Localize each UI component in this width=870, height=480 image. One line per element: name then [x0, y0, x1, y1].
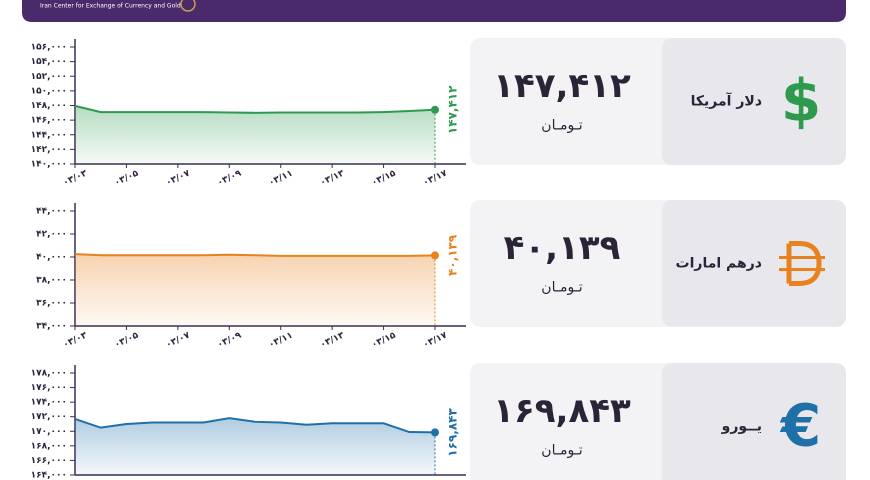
x-tick-label: ۰۳/۰۳: [62, 168, 90, 188]
big-value: ۴۰,۱۳۹: [504, 228, 621, 268]
big-value: ۱۴۷,۴۱۲: [493, 66, 631, 106]
header-org: Iran Center for Exchange of Currency and…: [40, 3, 181, 10]
end-point: [431, 428, 439, 437]
end-value-label: ۱۶۹,۸۴۳: [446, 408, 460, 457]
area: [75, 105, 435, 164]
x-tick-label: ۰۳/۰۷: [165, 330, 193, 350]
end-value-label: ۱۴۷,۴۱۲: [446, 85, 460, 134]
icon-part: [786, 241, 822, 286]
line: [74, 253, 436, 257]
y-tick-label: ۱۵۴,۰۰۰: [31, 57, 67, 67]
y-tick-label: ۱۴۶,۰۰۰: [31, 116, 67, 126]
area: [75, 418, 435, 475]
x-tick-label: ۰۳/۰۳: [62, 330, 90, 350]
area: [75, 254, 435, 326]
unit: تـومـان: [541, 443, 582, 459]
currency-card: [662, 363, 846, 480]
x-tick-label: ۰۳/۱۱: [267, 331, 294, 351]
end-value-label: ۴۰,۱۳۹: [446, 234, 460, 276]
currency-icon: [779, 241, 825, 286]
y-tick-label: ۱۷۶,۰۰۰: [31, 383, 67, 393]
currency-icon: $: [781, 67, 821, 135]
y-tick-label: ۴۰,۰۰۰: [36, 253, 67, 263]
currency-name: دلار آمریکا: [691, 92, 762, 110]
x-tick-label: ۰۳/۱۵: [370, 168, 398, 188]
y-tick-label: ۴۲,۰۰۰: [36, 230, 67, 240]
unit: تـومـان: [541, 280, 582, 296]
x-tick-label: ۰۳/۰۵: [113, 330, 141, 350]
line: [74, 104, 436, 114]
currency-icon: €: [779, 392, 821, 460]
y-tick-label: ۱۵۶,۰۰۰: [31, 43, 67, 53]
x-tick-label: ۰۳/۰۹: [216, 168, 244, 188]
y-tick-label: ۱۷۴,۰۰۰: [31, 398, 67, 408]
end-point: [431, 251, 439, 260]
y-tick-label: ۱۴۸,۰۰۰: [31, 101, 67, 111]
x-tick-label: ۰۳/۱۳: [319, 330, 347, 350]
x-tick-label: ۰۳/۰۵: [113, 168, 141, 188]
y-tick-label: ۱۵۲,۰۰۰: [31, 72, 67, 82]
y-tick-label: ۱۴۰,۰۰۰: [31, 160, 67, 170]
y-tick-label: ۱۶۸,۰۰۰: [31, 441, 67, 451]
currency-name: درهم امارات: [676, 256, 762, 272]
logo: [180, 0, 196, 12]
header-bar: [22, 0, 846, 22]
currency-name: یــورو: [721, 419, 762, 435]
x-tick-label: ۰۳/۰۷: [165, 168, 193, 188]
line: [74, 417, 436, 434]
charts: ۱۴۰,۰۰۰ ۱۴۲,۰۰۰ ۱۴۴,۰۰۰ ۱۴۶,۰۰۰ ۱۴۸,۰۰۰ ۱۵۰,۰…: [31, 38, 846, 480]
y-tick-label: ۱۷۲,۰۰۰: [31, 412, 67, 422]
currency-card: [662, 200, 846, 327]
y-tick-label: ۱۷۰,۰۰۰: [31, 427, 67, 437]
y-tick-label: ۱۶۴,۰۰۰: [31, 471, 67, 480]
y-tick-label: ۳۸,۰۰۰: [36, 276, 67, 286]
y-tick-label: ۱۴۴,۰۰۰: [31, 130, 67, 140]
y-tick-label: ۱۴۲,۰۰۰: [31, 145, 67, 155]
x-tick-label: ۰۳/۱۷: [422, 168, 450, 188]
y-tick-label: ۴۴,۰۰۰: [36, 207, 67, 217]
y-tick-label: ۱۵۰,۰۰۰: [31, 86, 67, 96]
end-point: [431, 105, 439, 114]
x-tick-label: ۰۳/۱۱: [267, 169, 294, 189]
x-tick-label: ۰۳/۱۵: [370, 330, 398, 350]
big-value: ۱۶۹,۸۴۳: [493, 391, 631, 431]
icon-part: [779, 256, 825, 271]
x-tick-label: ۰۳/۱۳: [319, 168, 347, 188]
y-tick-label: ۳۴,۰۰۰: [36, 322, 67, 332]
y-tick-label: ۱۶۶,۰۰۰: [31, 456, 67, 466]
x-tick-label: ۰۳/۱۷: [422, 330, 450, 350]
x-tick-label: ۰۳/۰۹: [216, 330, 244, 350]
y-tick-label: ۱۷۸,۰۰۰: [31, 369, 67, 379]
y-tick-label: ۳۶,۰۰۰: [36, 299, 67, 309]
unit: تـومـان: [541, 118, 582, 134]
currency-card: [662, 38, 846, 165]
